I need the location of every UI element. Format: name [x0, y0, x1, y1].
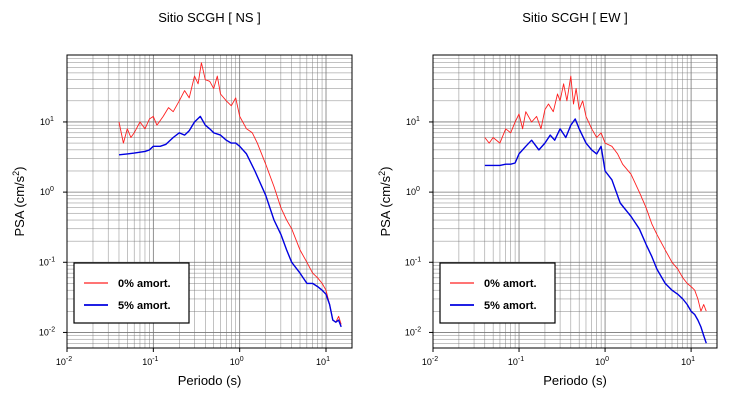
x-tick-label: 10-2 [422, 356, 438, 367]
x-axis-label: Periodo (s) [178, 373, 242, 388]
chart-panel-0: Sitio SCGH [ NS ] 10-2 10-1 100 101 10-2 10-1 1… [11, 10, 353, 388]
x-tick-label: 101 [681, 356, 695, 367]
series-line-undamped [484, 75, 707, 312]
chart-title: Sitio SCGH [ EW ] [522, 10, 627, 25]
x-tick-label: 10-1 [142, 356, 158, 367]
series-line-damped-5pct [118, 115, 342, 328]
x-tick-label: 101 [316, 356, 330, 367]
y-tick-label: 100 [40, 186, 54, 197]
x-axis-label: Periodo (s) [543, 373, 607, 388]
legend-label: 5% amort. [118, 300, 171, 312]
legend: 0% amort. 5% amort. [73, 262, 190, 324]
chart-panel-1: Sitio SCGH [ EW ] 10-2 10-1 100 101 10-2 10-1 1… [377, 10, 718, 388]
y-tick-label: 101 [406, 116, 420, 127]
x-tick-label: 100 [230, 356, 244, 367]
x-tick-label: 10-2 [56, 356, 72, 367]
plot-frame [432, 54, 718, 349]
legend: 0% amort. 5% amort. [439, 262, 556, 324]
y-tick-label: 100 [406, 186, 420, 197]
legend-label: 5% amort. [484, 300, 537, 312]
series-line-undamped [118, 62, 342, 325]
y-tick-label: 10-1 [405, 256, 421, 267]
legend-label: 0% amort. [484, 278, 537, 290]
plot-frame [66, 54, 353, 349]
chart-title: Sitio SCGH [ NS ] [158, 10, 261, 25]
legend-box [439, 262, 556, 324]
series-line-damped-5pct [484, 118, 707, 344]
legend-box [73, 262, 190, 324]
y-tick-label: 101 [40, 116, 54, 127]
x-tick-label: 100 [595, 356, 609, 367]
y-axis-label: PSA (cm/s2) [377, 166, 393, 236]
y-tick-label: 10-2 [405, 326, 421, 337]
y-tick-label: 10-1 [39, 256, 55, 267]
x-tick-label: 10-1 [508, 356, 524, 367]
y-tick-label: 10-2 [39, 326, 55, 337]
y-axis-label: PSA (cm/s2) [11, 166, 27, 236]
grid [66, 54, 353, 349]
legend-label: 0% amort. [118, 278, 171, 290]
